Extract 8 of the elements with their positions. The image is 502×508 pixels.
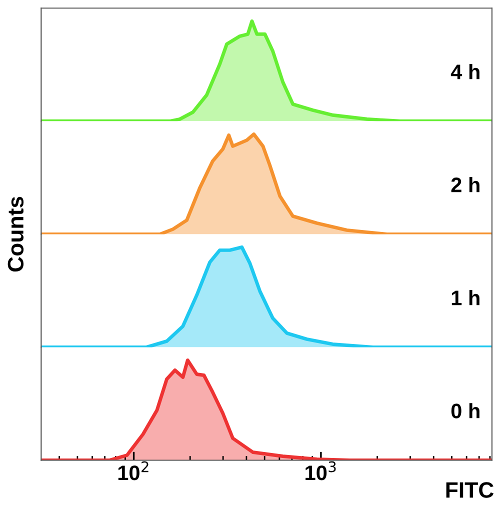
text: 2 h — [451, 177, 480, 192]
y-axis-title: Counts — [8, 196, 24, 272]
text: 4 h — [450, 64, 480, 80]
text: 1 h — [452, 290, 480, 306]
x-axis-title: FITC — [446, 482, 494, 498]
x-tick-label: 10$^{3}$ — [306, 461, 336, 480]
x-tick-label: 10$^{2}$ — [118, 461, 148, 480]
text: 0 h — [451, 403, 480, 418]
